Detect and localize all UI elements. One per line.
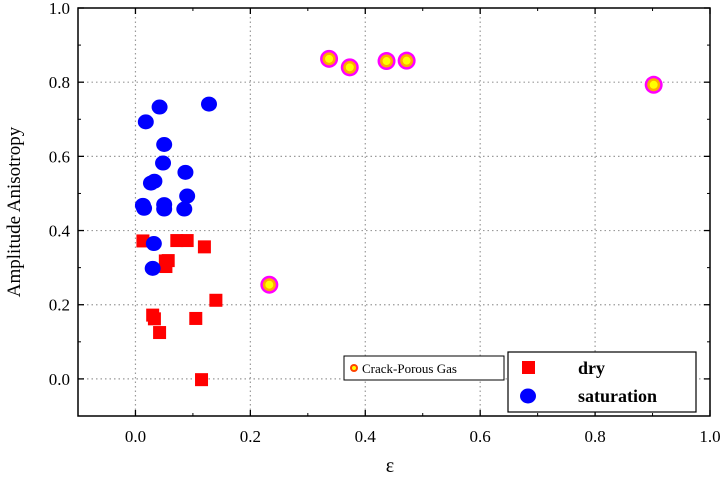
grid-lines xyxy=(78,8,710,416)
legend-dry-label: dry xyxy=(578,358,605,378)
gas-point-core xyxy=(649,80,658,89)
saturation-point xyxy=(144,260,161,276)
y-tick-label: 0.2 xyxy=(49,296,70,315)
dry-point xyxy=(195,373,209,387)
gas-point-core xyxy=(345,63,354,72)
legend-gas-label: Crack-Porous Gas xyxy=(362,361,457,376)
axes: 0.0 0.2 0.4 0.6 0.8 1.0 0.0 0.2 0.4 0.6 0.8 1.0 xyxy=(49,0,721,446)
x-axis-label: ε xyxy=(386,455,394,476)
dry-point xyxy=(159,260,173,274)
dry-point xyxy=(180,234,194,248)
plot-frame xyxy=(77,7,711,417)
gas-point-core xyxy=(382,57,391,66)
gas-point-core xyxy=(325,54,334,63)
y-tick-label: 1.0 xyxy=(49,0,70,18)
gas-point-core xyxy=(265,280,274,289)
dry-point xyxy=(197,240,211,254)
saturation-point xyxy=(177,164,194,180)
y-tick-label: 0.0 xyxy=(49,370,70,389)
saturation-point xyxy=(200,96,217,112)
legend-gas-box xyxy=(343,355,505,381)
saturation-point xyxy=(142,175,159,191)
dry-point xyxy=(153,326,167,340)
saturation-point xyxy=(156,201,173,217)
x-tick-label: 0.6 xyxy=(470,427,491,446)
legend-saturation-marker xyxy=(520,388,536,404)
legend-saturation-label: saturation xyxy=(578,386,657,406)
dry-point xyxy=(147,312,161,326)
gas-point-core xyxy=(402,56,411,65)
dry-point xyxy=(189,311,203,325)
saturation-point xyxy=(145,236,162,252)
x-tick-label: 0.0 xyxy=(125,427,146,446)
saturation-point xyxy=(156,136,173,152)
saturation-point xyxy=(179,188,196,204)
legend: Crack-Porous Gas dry saturation xyxy=(343,351,697,413)
y-tick-label: 0.4 xyxy=(49,222,71,241)
x-tick-label: 1.0 xyxy=(699,427,720,446)
dry-point xyxy=(170,234,184,248)
legend-dry-marker xyxy=(522,361,535,374)
x-tick-label: 0.8 xyxy=(584,427,605,446)
dry-point xyxy=(209,293,223,307)
y-axis-label: Amplitude Anisotropy xyxy=(4,126,25,297)
x-tick-label: 0.2 xyxy=(240,427,261,446)
saturation-point xyxy=(136,200,153,216)
legend-gas-marker-core xyxy=(352,366,356,370)
y-tick-label: 0.8 xyxy=(49,73,70,92)
x-tick-label: 0.4 xyxy=(355,427,377,446)
legend-main-box xyxy=(507,351,697,413)
data-points xyxy=(134,49,663,387)
saturation-point xyxy=(151,99,168,115)
y-tick-label: 0.6 xyxy=(49,147,70,166)
saturation-point xyxy=(155,155,172,171)
saturation-point xyxy=(137,114,154,130)
saturation-point xyxy=(176,201,193,217)
